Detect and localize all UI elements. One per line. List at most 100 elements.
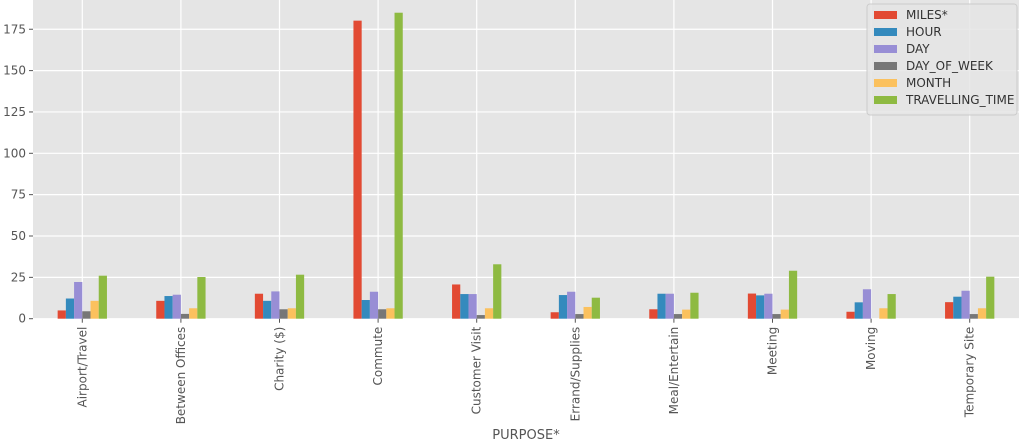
bar-group [254,274,305,319]
bar [263,300,272,319]
bar [254,293,264,319]
bar [780,309,789,319]
bar [879,308,888,319]
bar [484,308,494,319]
bar [452,284,461,319]
bar [969,314,978,319]
bar [673,314,683,319]
x-tick-label: Charity ($) [273,327,287,391]
legend-label: DAY_OF_WEEK [906,59,994,73]
legend-label: MONTH [906,76,951,90]
bar [394,12,403,319]
bar [361,300,370,319]
bar [846,311,855,319]
bar-group [846,289,896,319]
bar-group [156,277,206,319]
grid-lines [33,0,1019,320]
y-tick-label: 25 [11,270,26,284]
legend-item: MILES* [874,8,948,22]
legend-swatch [874,96,897,104]
bar [764,293,773,319]
legend-swatch [874,11,897,19]
y-tick-label: 75 [11,188,26,202]
legend-swatch [874,28,897,36]
bar [583,306,592,319]
legend-swatch [874,45,897,53]
bar [649,309,658,319]
bar-group [649,292,699,319]
bar [747,293,757,319]
y-tick-label: 50 [11,229,26,243]
y-tick-label: 150 [3,64,26,78]
legend-label: TRAVELLING_TIME [905,93,1014,107]
legend-item: DAY_OF_WEEK [874,59,994,73]
x-tick-label: Meeting [766,327,780,375]
bar [57,310,66,319]
legend-label: MILES* [906,8,948,22]
bar [887,294,896,319]
bar [862,289,872,319]
bar [156,300,165,319]
legend-item: TRAVELLING_TIME [874,93,1014,107]
bar [558,295,568,319]
x-axis: Airport/Travel Between Offices Charity ($)… [75,318,977,425]
bar [468,294,477,319]
plot-background [33,0,1019,319]
bar [82,311,91,319]
bar [180,313,190,319]
y-tick-label: 175 [3,22,26,36]
bar [854,302,863,319]
bar [476,315,485,319]
bar-group [945,276,995,319]
bar [945,302,954,319]
x-tick-label: Meal/Entertain [667,327,681,415]
bar-group [57,275,107,319]
bar [197,277,206,319]
bar [591,297,600,319]
x-tick-label: Airport/Travel [75,327,89,408]
bar-group [452,264,502,319]
bar [164,296,173,319]
bar [986,276,995,319]
bar [295,274,305,319]
x-axis-label: PURPOSE* [492,428,560,443]
bar [550,312,559,319]
bar [657,293,666,319]
bar [65,298,75,319]
bar-group [353,12,403,319]
bar [378,309,387,319]
bar [271,291,280,319]
bar-group [550,291,600,319]
bar [961,290,970,319]
legend: MILES* HOUR DAY DAY_OF_WEEK MONTH TRAVELLING_… [866,3,1018,116]
bar [493,264,502,319]
bar [353,20,362,319]
legend-label: DAY [906,42,930,56]
bar-group [747,270,798,319]
bar [575,314,584,319]
y-axis: 0 25 50 75 100 125 150 175 [3,22,33,326]
legend-item: DAY [874,42,930,56]
y-tick-label: 125 [3,105,26,119]
bars [57,12,995,319]
x-tick-label: Between Offices [174,327,188,425]
x-tick-label: Temporary Site [963,327,977,419]
bar [189,308,198,319]
bar [690,292,699,319]
bar [172,294,181,319]
bar [953,296,962,319]
y-tick-label: 100 [3,146,26,160]
legend-label: HOUR [906,25,942,39]
bar [460,294,469,319]
legend-item: HOUR [874,25,942,39]
bar [665,293,674,319]
legend-swatch [874,62,897,70]
bar [98,275,107,319]
bar [279,309,288,319]
legend-item: MONTH [874,76,951,90]
bar [772,314,781,319]
bar [682,309,691,319]
x-tick-label: Errand/Supplies [568,327,582,422]
bar [977,308,987,319]
